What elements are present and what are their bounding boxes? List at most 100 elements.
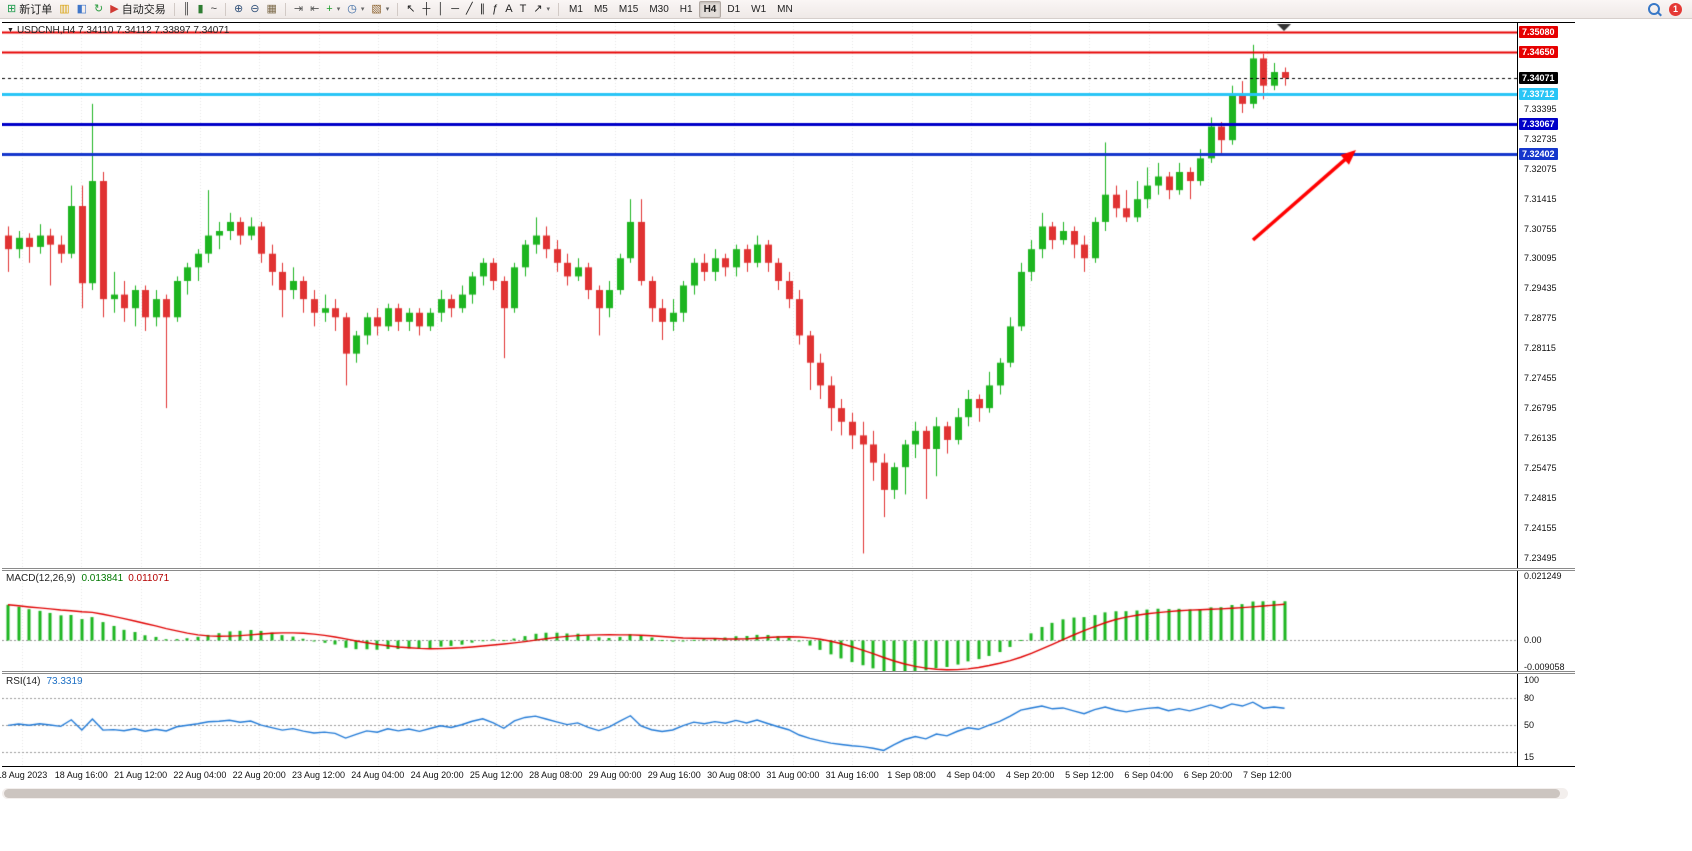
vertical-line-button[interactable]: │ bbox=[434, 1, 447, 18]
macd-axis-label: 0.00 bbox=[1524, 634, 1542, 645]
price-axis-label: 7.27455 bbox=[1524, 373, 1557, 384]
notification-badge[interactable]: 1 bbox=[1669, 2, 1682, 16]
rsi-label: RSI(14) 73.3319 bbox=[6, 676, 83, 687]
timeframe-m5[interactable]: M5 bbox=[593, 3, 608, 15]
cursor-button[interactable]: ↖ bbox=[403, 1, 418, 18]
time-axis-label: 21 Aug 12:00 bbox=[114, 770, 168, 780]
auto-trading-icon: ▶ bbox=[110, 2, 119, 15]
price-axis-label: 7.30095 bbox=[1524, 253, 1557, 264]
time-axis-label: 22 Aug 20:00 bbox=[232, 770, 286, 780]
timeframe-d1[interactable]: D1 bbox=[727, 3, 741, 15]
timeframe-mn[interactable]: MN bbox=[777, 3, 793, 15]
timeframe-m15[interactable]: M15 bbox=[618, 3, 639, 15]
chart-bars-button[interactable]: ║ bbox=[180, 1, 194, 18]
fibonacci-icon: ƒ bbox=[492, 2, 499, 15]
trendline-button[interactable]: ╱ bbox=[463, 1, 476, 18]
price-axis-label: 7.28115 bbox=[1524, 343, 1556, 354]
price-axis-label: 7.24815 bbox=[1524, 493, 1557, 504]
macd-main-value: 0.013841 bbox=[81, 573, 124, 584]
time-axis-label: 31 Aug 00:00 bbox=[766, 770, 820, 780]
price-axis-label: 7.33395 bbox=[1524, 103, 1557, 114]
zoom-in-icon: ⊕ bbox=[234, 2, 244, 15]
rsi-axis-label: 50 bbox=[1524, 720, 1535, 731]
time-axis-label: 4 Sep 04:00 bbox=[946, 770, 996, 780]
trendline-icon: ╱ bbox=[465, 2, 473, 15]
fibonacci-button[interactable]: ƒ bbox=[489, 1, 501, 18]
search-button[interactable] bbox=[1645, 1, 1663, 18]
horizontal-line-button[interactable]: ─ bbox=[448, 1, 462, 18]
macd-signal-value: 0.011071 bbox=[128, 573, 170, 584]
tile-windows-button[interactable]: ▦ bbox=[263, 1, 279, 18]
toolbar-separator bbox=[558, 2, 560, 16]
toolbar-separator bbox=[397, 2, 399, 16]
timeframe-m30[interactable]: M30 bbox=[649, 3, 669, 15]
timeframe-m1[interactable]: M1 bbox=[569, 3, 583, 15]
toolbar: ⊞ 新订单 ▥ ◧ ↻ ▶ 自动交易 ║ ▮ ~ ⊕ ⊖ ▦ ⇥ ⇤ + ▾ ◷ ▾ ▧ ▾ ↖ ┼ │ ─ ╱ ∥ ƒ A T ↗ ▾ M1 M… bbox=[0, 0, 1692, 19]
periods-button[interactable]: ◷ ▾ bbox=[344, 1, 367, 18]
new-order-button[interactable]: ⊞ 新订单 bbox=[4, 1, 55, 18]
bar-chart-icon: ║ bbox=[182, 2, 191, 15]
profiles-button[interactable]: ◧ bbox=[74, 1, 90, 18]
price-line-tag: 7.34650 bbox=[1519, 45, 1558, 58]
time-axis[interactable]: 18 Aug 2023 18 Aug 16:00 21 Aug 12:00 22 Au… bbox=[0, 767, 1517, 784]
auto-trading-button[interactable]: ▶ 自动交易 bbox=[107, 1, 168, 18]
crosshair-button[interactable]: ┼ bbox=[420, 1, 434, 18]
main-chart-canvas[interactable] bbox=[2, 23, 1517, 568]
chart-shift-button[interactable]: ⇤ bbox=[307, 1, 322, 18]
templates-button[interactable]: ▧ ▾ bbox=[368, 1, 392, 18]
text-icon: A bbox=[505, 2, 513, 15]
price-axis-label: 7.24155 bbox=[1524, 523, 1557, 534]
caret-down-icon: ▾ bbox=[546, 6, 551, 13]
time-axis-label: 6 Sep 04:00 bbox=[1124, 770, 1173, 780]
chart-line-button[interactable]: ~ bbox=[208, 1, 220, 18]
price-line-tag: 7.32402 bbox=[1519, 147, 1558, 160]
text-label-icon: T bbox=[519, 2, 527, 15]
label-button[interactable]: T bbox=[517, 1, 530, 18]
price-axis[interactable]: 7.33395 7.32735 7.32075 7.31415 7.30755 7.300… bbox=[1518, 22, 1598, 766]
chart-top-border bbox=[2, 22, 1575, 23]
time-axis-label: 24 Aug 04:00 bbox=[351, 770, 405, 780]
macd-pane-splitter[interactable] bbox=[2, 568, 1575, 571]
indicators-button[interactable]: + ▾ bbox=[323, 1, 343, 18]
arrows-button[interactable]: ↗ ▾ bbox=[530, 1, 553, 18]
tile-windows-icon: ▦ bbox=[266, 2, 277, 15]
channel-button[interactable]: ∥ bbox=[477, 1, 489, 18]
toolbar-separator bbox=[173, 2, 175, 16]
new-order-button-label: 新订单 bbox=[19, 4, 53, 16]
chart-candles-button[interactable]: ▮ bbox=[195, 1, 207, 18]
periods-icon: ◷ bbox=[347, 2, 357, 15]
new-order-icon: ⊞ bbox=[7, 2, 17, 15]
channel-icon: ∥ bbox=[479, 2, 486, 15]
rsi-pane-splitter[interactable] bbox=[2, 671, 1575, 674]
price-axis-label: 7.26795 bbox=[1524, 403, 1557, 414]
toolbar-right: 1 bbox=[1645, 1, 1688, 18]
chart-header: ▼ USDCNH,H4 7.34110 7.34112 7.33897 7.340… bbox=[7, 25, 230, 36]
timeframe-h4[interactable]: H4 bbox=[698, 0, 722, 18]
time-axis-label: 24 Aug 20:00 bbox=[410, 770, 464, 780]
new-chart-button[interactable]: ▥ bbox=[56, 1, 72, 18]
zoom-out-button[interactable]: ⊖ bbox=[247, 1, 262, 18]
chart-symbol-ohlc: USDCNH,H4 7.34110 7.34112 7.33897 7.3407… bbox=[16, 25, 230, 36]
text-button[interactable]: A bbox=[502, 1, 515, 18]
timeframe-w1[interactable]: W1 bbox=[751, 3, 767, 15]
refresh-button[interactable]: ↻ bbox=[91, 1, 106, 18]
macd-axis-label: 0.021249 bbox=[1524, 570, 1562, 581]
profiles-icon: ◧ bbox=[76, 2, 88, 15]
caret-down-icon: ▾ bbox=[385, 6, 390, 13]
price-axis-label: 7.26135 bbox=[1524, 433, 1557, 444]
time-axis-label: 31 Aug 16:00 bbox=[825, 770, 879, 780]
rsi-canvas[interactable] bbox=[2, 674, 1517, 766]
scrollbar-thumb[interactable] bbox=[4, 789, 1560, 798]
zoom-in-button[interactable]: ⊕ bbox=[231, 1, 246, 18]
time-axis-label: 29 Aug 16:00 bbox=[647, 770, 701, 780]
rsi-value: 73.3319 bbox=[46, 676, 83, 687]
time-axis-label: 6 Sep 20:00 bbox=[1183, 770, 1233, 780]
price-axis-border bbox=[1517, 22, 1518, 766]
time-axis-label: 5 Sep 12:00 bbox=[1065, 770, 1114, 780]
auto-scroll-button[interactable]: ⇥ bbox=[291, 1, 306, 18]
timeframe-h1[interactable]: H1 bbox=[679, 3, 693, 15]
price-axis-label: 7.32735 bbox=[1524, 133, 1557, 144]
macd-canvas[interactable] bbox=[2, 571, 1517, 671]
toolbar-separator bbox=[225, 2, 227, 16]
arrow-tool-icon: ↗ bbox=[533, 2, 543, 15]
